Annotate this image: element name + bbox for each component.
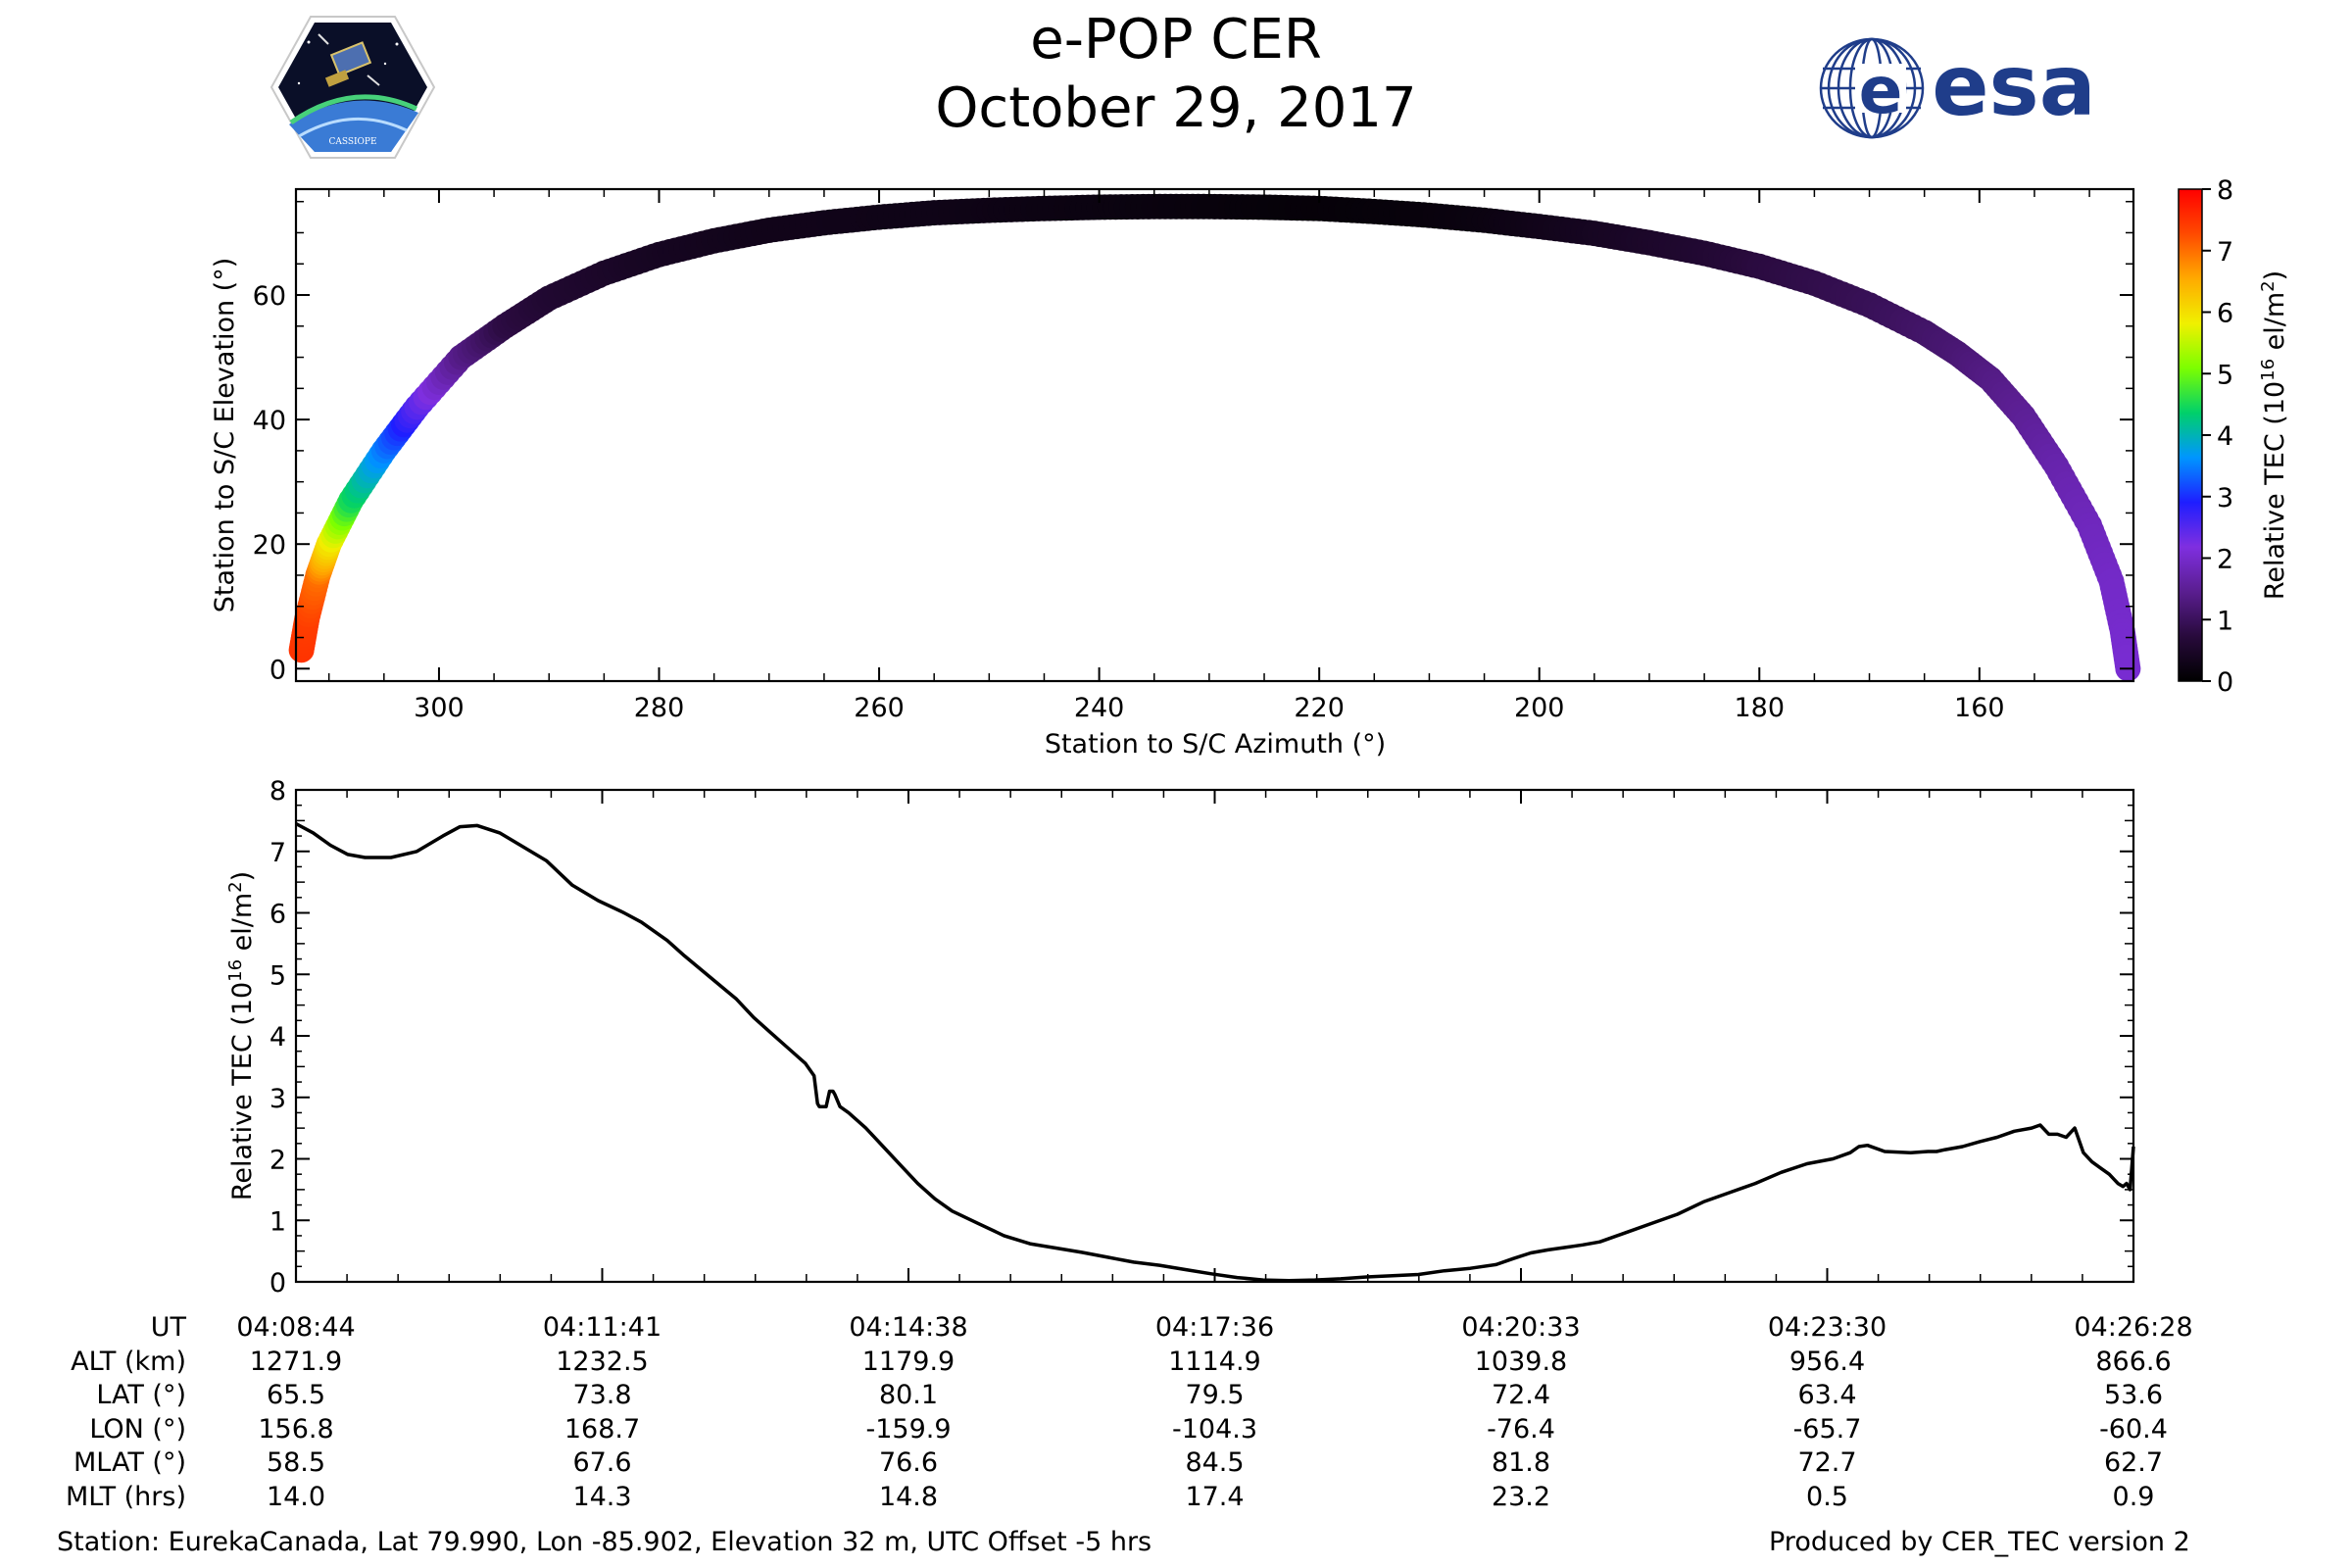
top-y-tick-label: 20 — [253, 530, 286, 561]
info-cell: 0.5 — [1806, 1481, 1848, 1512]
info-cell: 73.8 — [572, 1380, 632, 1410]
top-x-tick-label: 280 — [634, 693, 685, 723]
top-x-tick-label: 200 — [1514, 693, 1565, 723]
svg-text:e: e — [1859, 53, 1903, 128]
info-cell: 53.6 — [2103, 1380, 2164, 1410]
top-x-tick-label: 240 — [1074, 693, 1125, 723]
info-cell: 1271.9 — [249, 1346, 343, 1377]
colorbar-tick-label: 0 — [2217, 667, 2233, 698]
colorbar-label: Relative TEC (1016 el/m2) — [2258, 270, 2291, 600]
info-row-label: MLT (hrs) — [65, 1481, 186, 1512]
info-cell: -104.3 — [1171, 1413, 1258, 1445]
top-x-tick-label: 300 — [414, 693, 465, 723]
colorbar-tick-label: 8 — [2217, 175, 2233, 206]
info-cell: 1039.8 — [1474, 1346, 1568, 1377]
colorbar-tick-label: 6 — [2217, 299, 2233, 329]
top-x-tick-label: 160 — [1954, 693, 2005, 723]
info-cell: 866.6 — [2095, 1346, 2172, 1377]
info-cell: -65.7 — [1792, 1413, 1862, 1445]
info-cell: 04:11:41 — [542, 1312, 662, 1343]
info-cell: 63.4 — [1797, 1380, 1857, 1410]
colorbar-tick-label: 1 — [2217, 606, 2233, 636]
info-cell: 79.5 — [1185, 1380, 1245, 1410]
top-y-tick-label: 0 — [270, 655, 286, 685]
top-y-tick-label: 60 — [253, 281, 286, 312]
info-cell: 81.8 — [1491, 1447, 1551, 1478]
elevation-track — [288, 193, 2141, 682]
info-cell: 23.2 — [1491, 1481, 1551, 1512]
top-x-axis-label: Station to S/C Azimuth (°) — [1045, 729, 1386, 760]
info-cell: 1179.9 — [861, 1346, 956, 1377]
info-cell: 72.4 — [1491, 1380, 1551, 1410]
top-x-tick-label: 220 — [1294, 693, 1345, 723]
esa-logo-text: esa — [1932, 37, 2096, 135]
info-cell: 168.7 — [564, 1413, 641, 1445]
info-cell: 67.6 — [572, 1447, 632, 1478]
info-cell: 04:17:36 — [1154, 1312, 1275, 1343]
info-cell: 58.5 — [266, 1447, 326, 1478]
colorbar-tick-label: 2 — [2217, 545, 2233, 575]
info-row-label: MLAT (°) — [74, 1447, 186, 1478]
info-cell: 72.7 — [1797, 1447, 1857, 1478]
info-cell: 1232.5 — [556, 1346, 649, 1377]
cassiope-logo-text: CASSIOPE — [328, 137, 376, 147]
info-cell: 65.5 — [266, 1380, 326, 1410]
info-cell: 04:08:44 — [236, 1312, 356, 1343]
info-cell: 156.8 — [258, 1413, 334, 1445]
top-plot-frame — [294, 187, 2135, 683]
info-cell: 956.4 — [1788, 1346, 1866, 1377]
info-cell: 62.7 — [2103, 1447, 2164, 1478]
info-cell: 80.1 — [878, 1380, 939, 1410]
info-cell: 14.0 — [266, 1481, 326, 1512]
info-cell: 04:14:38 — [849, 1312, 968, 1343]
colorbar-tick-label: 5 — [2217, 360, 2233, 390]
colorbar-tick-label: 3 — [2217, 483, 2233, 514]
info-cell: 17.4 — [1185, 1481, 1245, 1512]
info-cell: 04:26:28 — [2074, 1312, 2193, 1343]
top-y-axis-label: Station to S/C Elevation (°) — [210, 258, 240, 613]
page-title: e-POP CER — [1030, 8, 1322, 72]
info-cell: 14.3 — [572, 1481, 632, 1512]
info-cell: 84.5 — [1185, 1447, 1245, 1478]
info-row-label: ALT (km) — [71, 1346, 186, 1377]
info-row-label: LON (°) — [89, 1413, 186, 1445]
page-date: October 29, 2017 — [935, 76, 1417, 140]
colorbar-tick-label: 4 — [2217, 421, 2233, 452]
info-cell: 04:20:33 — [1461, 1312, 1581, 1343]
top-y-tick-label: 40 — [253, 406, 286, 436]
info-cell: -159.9 — [865, 1413, 952, 1445]
info-cell: 1114.9 — [1168, 1346, 1261, 1377]
info-cell: 76.6 — [878, 1447, 939, 1478]
info-cell: 0.9 — [2112, 1481, 2155, 1512]
top-x-tick-label: 180 — [1734, 693, 1785, 723]
produced-by: Produced by CER_TEC version 2 — [1769, 1527, 2190, 1557]
info-cell: -60.4 — [2099, 1413, 2168, 1445]
cassiope-logo-icon: CASSIOPE — [270, 16, 436, 159]
info-cell: 14.8 — [878, 1481, 939, 1512]
esa-logo-icon: e esa — [1819, 37, 2096, 139]
info-row-label: UT — [150, 1312, 186, 1343]
colorbar-tick-label: 7 — [2217, 237, 2233, 268]
info-cell: -76.4 — [1487, 1413, 1555, 1445]
info-row-label: LAT (°) — [96, 1380, 186, 1410]
station-info: Station: EurekaCanada, Lat 79.990, Lon -… — [57, 1527, 1152, 1557]
colorbar — [2178, 188, 2203, 682]
info-cell: 04:23:30 — [1767, 1312, 1887, 1343]
top-x-tick-label: 260 — [854, 693, 905, 723]
